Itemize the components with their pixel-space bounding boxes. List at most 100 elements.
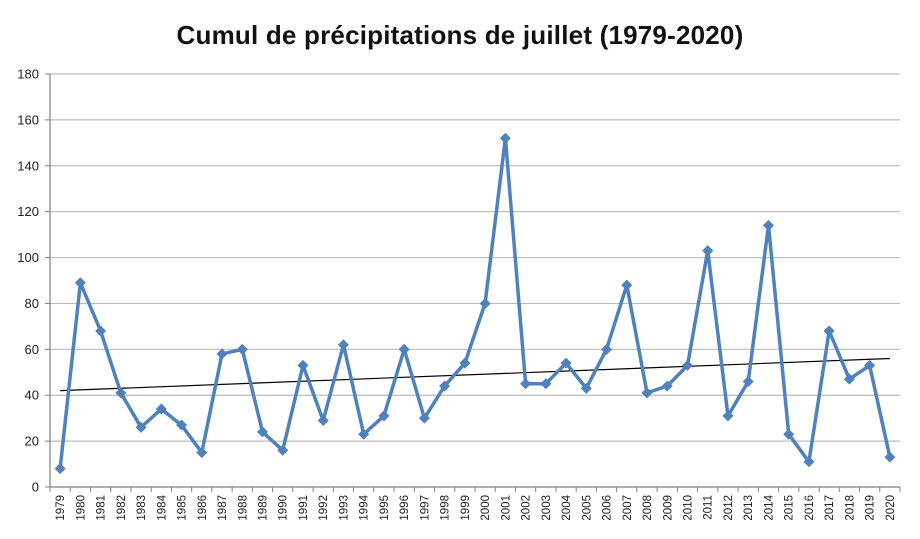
data-point [682, 359, 693, 371]
data-point [358, 428, 370, 440]
data-point [317, 414, 329, 426]
x-tick-label: 1992 [318, 495, 330, 521]
data-point [135, 421, 147, 433]
series-line [58, 136, 892, 469]
x-tick-label: 1986 [197, 495, 209, 521]
data-point [337, 339, 349, 351]
x-tick-label: 2008 [642, 495, 654, 521]
y-tick-label: 60 [25, 342, 39, 357]
y-tick-label: 80 [25, 296, 39, 311]
x-tick-label: 1995 [379, 495, 391, 521]
x-tick-label: 2001 [500, 495, 512, 521]
x-tick-label: 2012 [723, 495, 735, 521]
y-tick-label: 40 [25, 388, 39, 403]
series-group [54, 132, 896, 475]
data-point [661, 380, 673, 392]
data-point [783, 428, 795, 440]
y-tick-label: 120 [17, 204, 39, 219]
x-tick-label: 1981 [96, 495, 108, 521]
x-tick-label: 2006 [602, 495, 614, 521]
data-point [621, 279, 633, 291]
trendline-group [60, 357, 890, 392]
x-tick-label: 2020 [885, 495, 897, 521]
data-point [459, 357, 471, 369]
data-point [277, 444, 289, 456]
y-tick-label: 20 [25, 434, 39, 449]
data-point [196, 447, 208, 459]
x-tick-label: 2018 [844, 495, 856, 521]
x-tick-label: 2002 [521, 495, 533, 521]
x-tick-label: 2010 [683, 495, 695, 521]
data-point [54, 463, 66, 475]
data-point [398, 343, 410, 355]
x-tick-label: 1999 [460, 495, 472, 521]
x-tick-label: 2019 [865, 495, 877, 521]
x-tick-label: 1993 [338, 495, 350, 521]
data-point [884, 451, 896, 463]
x-tick-label: 2003 [541, 495, 553, 521]
y-tick-label: 180 [17, 67, 39, 82]
x-tick-label: 1990 [278, 495, 290, 521]
x-tick-label: 1982 [116, 495, 128, 521]
data-point [499, 132, 511, 144]
x-tick-label: 2009 [662, 495, 674, 521]
x-tick-label: 1983 [136, 495, 148, 521]
trendline [60, 357, 890, 392]
x-tick-label: 1997 [419, 495, 431, 521]
y-axis-ticks: 0 20 40 60 80 100 120 140 160 180 [17, 67, 39, 495]
x-tick-label: 1994 [359, 494, 371, 520]
data-point [722, 410, 734, 422]
x-tick-label: 2000 [480, 495, 492, 521]
data-point [823, 325, 835, 337]
data-point [540, 378, 552, 390]
data-point [378, 410, 390, 422]
x-tick-label: 1979 [55, 495, 67, 521]
data-point [115, 387, 127, 399]
y-tick-label: 100 [17, 250, 39, 265]
y-tick-label: 160 [17, 112, 39, 127]
data-point [762, 219, 774, 231]
x-tick-label: 1985 [177, 495, 189, 521]
data-point [257, 426, 268, 438]
data-point [742, 375, 754, 387]
x-tick-label: 1984 [156, 494, 168, 520]
x-tick-label: 2016 [804, 495, 816, 521]
x-tick-label: 2014 [763, 494, 775, 520]
x-tick-label: 2015 [784, 495, 796, 521]
data-point [560, 357, 572, 369]
x-tick-label: 1989 [258, 495, 270, 521]
axes [45, 73, 901, 492]
data-point [843, 373, 855, 385]
data-point [803, 456, 815, 468]
data-point [176, 419, 188, 431]
x-tick-label: 1980 [75, 495, 87, 521]
data-point [702, 245, 714, 257]
data-point [95, 325, 107, 337]
data-point [864, 359, 876, 371]
x-tick-label: 1996 [399, 495, 411, 521]
chart-title: Cumul de précipitations de juillet (1979… [176, 20, 744, 50]
data-point [236, 343, 248, 355]
data-point [601, 343, 613, 355]
x-tick-label: 2004 [561, 494, 573, 520]
x-tick-label: 2005 [581, 495, 593, 521]
x-tick-label: 1987 [217, 495, 229, 521]
data-point [155, 403, 167, 415]
data-point [439, 380, 451, 392]
x-tick-label: 1988 [237, 495, 249, 521]
y-tick-label: 140 [17, 158, 39, 173]
data-point [641, 387, 653, 399]
data-point [74, 277, 86, 289]
x-tick-label: 2013 [743, 495, 755, 521]
data-point [297, 359, 309, 371]
x-axis-ticks: 1979 1980 1981 1982 1983 1984 1985 1986 1987 1988… [55, 494, 897, 520]
data-point [418, 412, 430, 424]
x-tick-label: 1991 [298, 495, 310, 521]
x-tick-label: 2017 [824, 495, 836, 521]
data-point [580, 382, 592, 394]
data-point [479, 297, 491, 309]
x-tick-label: 1998 [440, 495, 452, 521]
x-tick-label: 2011 [703, 495, 715, 520]
